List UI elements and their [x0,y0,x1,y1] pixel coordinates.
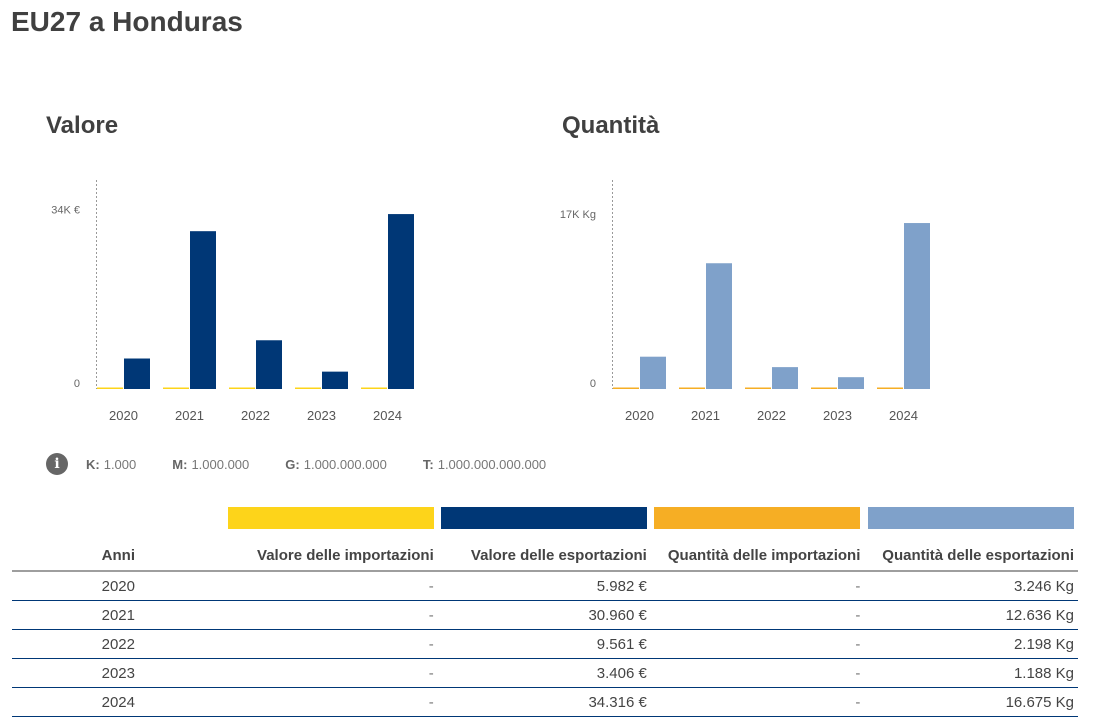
bar-import-2024 [361,387,387,389]
y-tick-label: 34K € [51,205,80,217]
x-tick-label: 2024 [373,408,402,423]
bar-import-2020 [613,387,639,389]
cell-import-quantity: - [650,658,865,688]
cell-import-value: - [224,571,438,601]
bar-export-2021 [190,231,216,389]
legend-export-value [441,507,647,529]
x-tick-label: 2022 [241,408,270,423]
cell-export-value: 3.406 € [437,658,651,688]
y-tick-label: 0 [74,378,80,390]
bar-import-2020 [97,387,123,389]
cell-import-value: - [224,658,438,688]
x-tick-label: 2021 [691,408,720,423]
unit-m: M: 1.000.000 [172,456,250,472]
quantity-chart-title: Quantità [562,112,660,139]
cell-export-value: 34.316 € [437,687,651,717]
bar-export-2023 [322,371,348,389]
bar-export-2022 [772,367,798,389]
bar-export-2022 [256,340,282,389]
header-import-value[interactable]: Valore delle importazioni [224,540,438,572]
bar-export-2024 [904,223,930,389]
page-title: EU27 a Honduras [11,6,243,37]
bar-import-2021 [163,387,189,389]
header-import-quantity[interactable]: Quantità delle importazioni [650,540,865,572]
table-row: 2020 - 5.982 € - 3.246 Kg [12,571,1078,601]
header-export-value[interactable]: Valore delle esportazioni [437,540,651,572]
y-tick-label: 17K Kg [560,209,596,221]
y-tick-label: 0 [590,378,596,390]
unit-g: G: 1.000.000.000 [285,456,387,472]
legend-import-quantity [654,507,860,529]
x-tick-label: 2023 [823,408,852,423]
cell-import-value: - [224,687,438,717]
bar-import-2022 [745,387,771,389]
bar-export-2023 [838,377,864,389]
cell-year: 2022 [12,629,225,659]
x-tick-label: 2024 [889,408,918,423]
bar-import-2024 [877,387,903,389]
x-tick-label: 2023 [307,408,336,423]
header-years[interactable]: Anni [12,540,225,572]
info-icon[interactable]: i [46,453,68,475]
quantity-chart: 0 17K Kg 2020 2021 2022 2023 2024 [560,180,930,423]
cell-export-value: 30.960 € [437,600,651,630]
x-tick-label: 2020 [109,408,138,423]
cell-export-value: 9.561 € [437,629,651,659]
legend-import-value [228,507,434,529]
cell-export-value: 5.982 € [437,571,651,601]
cell-year: 2020 [12,571,225,601]
unit-k: K: 1.000 [86,456,137,472]
bar-import-2022 [229,387,255,389]
unit-legend: i K: 1.000 M: 1.000.000 G: 1.000.000.000 T:… [46,453,582,475]
x-tick-label: 2022 [757,408,786,423]
cell-year: 2021 [12,600,225,630]
cell-export-quantity: 3.246 Kg [864,571,1078,601]
bar-export-2020 [124,358,150,389]
bar-import-2021 [679,387,705,389]
cell-import-quantity: - [650,629,865,659]
data-table: Anni Valore delle importazioni Valore de… [12,540,1078,717]
bar-export-2024 [388,214,414,389]
value-chart-title: Valore [46,112,119,139]
x-tick-label: 2020 [625,408,654,423]
bar-import-2023 [811,387,837,389]
header-export-quantity[interactable]: Quantità delle esportazioni [864,540,1078,572]
cell-year: 2024 [12,687,225,717]
cell-import-value: - [224,600,438,630]
table-row: 2022 - 9.561 € - 2.198 Kg [12,629,1078,659]
cell-export-quantity: 2.198 Kg [864,629,1078,659]
cell-export-quantity: 12.636 Kg [864,600,1078,630]
value-chart: 0 34K € 2020 2021 2022 2023 2024 [51,180,414,423]
bar-export-2020 [640,356,666,389]
cell-year: 2023 [12,658,225,688]
cell-import-quantity: - [650,571,865,601]
bar-export-2021 [706,263,732,389]
legend-export-quantity [868,507,1074,529]
bar-import-2023 [295,387,321,389]
cell-import-quantity: - [650,600,865,630]
table-row: 2021 - 30.960 € - 12.636 Kg [12,600,1078,630]
cell-import-quantity: - [650,687,865,717]
unit-t: T: 1.000.000.000.000 [422,456,547,472]
table-header-row: Anni Valore delle importazioni Valore de… [12,540,1078,572]
x-tick-label: 2021 [175,408,204,423]
cell-export-quantity: 16.675 Kg [864,687,1078,717]
cell-import-value: - [224,629,438,659]
table-row: 2023 - 3.406 € - 1.188 Kg [12,658,1078,688]
table-row: 2024 - 34.316 € - 16.675 Kg [12,687,1078,717]
cell-export-quantity: 1.188 Kg [864,658,1078,688]
